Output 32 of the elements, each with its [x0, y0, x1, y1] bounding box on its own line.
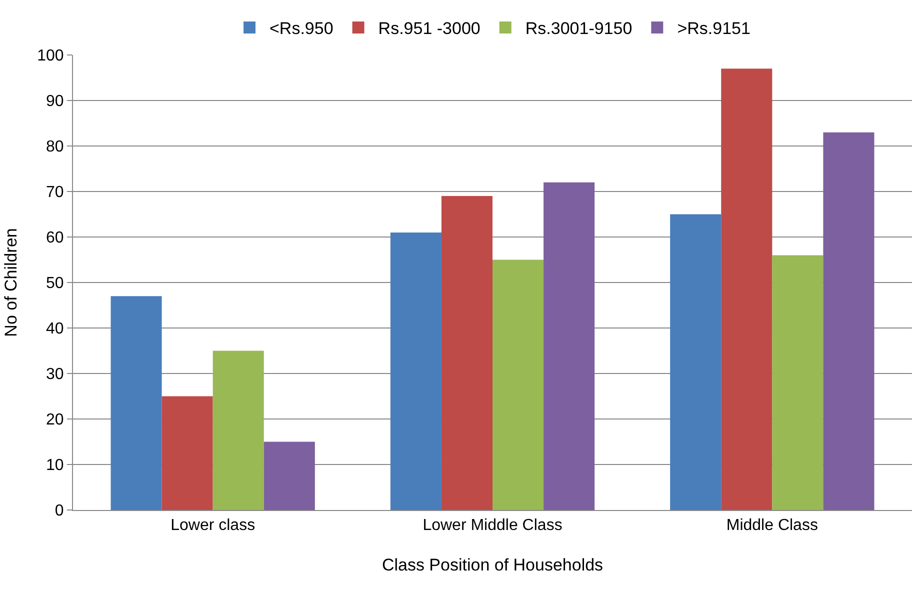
x-tick-label: Lower class: [170, 517, 256, 534]
bar: [492, 260, 544, 510]
x-tick-label: Middle Class: [726, 517, 818, 534]
y-tick-label: 60: [46, 230, 64, 247]
bar: [441, 196, 492, 510]
y-tick-label: 100: [37, 48, 64, 65]
y-tick-label: 70: [46, 184, 64, 202]
legend-label: <Rs.950: [270, 19, 334, 38]
y-tick-label: 90: [46, 93, 64, 110]
bar: [823, 132, 874, 510]
y-tick-label: 80: [46, 138, 64, 156]
bar: [670, 214, 722, 510]
y-tick-label: 40: [46, 320, 64, 338]
x-axis-title: Class Position of Households: [382, 556, 604, 575]
y-tick-label: 30: [46, 366, 64, 384]
y-axis-title: No of Children: [2, 228, 21, 337]
bar: [212, 350, 264, 510]
bar: [721, 68, 772, 510]
bar: [162, 396, 213, 510]
legend-label: Rs.951 -3000: [378, 19, 480, 38]
legend-label: >Rs.9151: [677, 19, 750, 38]
y-tick-label: 20: [46, 412, 64, 429]
bar: [110, 296, 162, 510]
legend-label: Rs.3001-9150: [525, 19, 632, 38]
bar: [544, 182, 595, 510]
y-tick-label: 50: [46, 275, 64, 292]
x-tick-label: Lower Middle Class: [422, 517, 562, 534]
bar: [264, 442, 315, 510]
y-tick-label: 10: [46, 457, 64, 474]
bar: [772, 255, 824, 510]
bar: [390, 232, 442, 510]
y-tick-label: 0: [54, 502, 64, 520]
